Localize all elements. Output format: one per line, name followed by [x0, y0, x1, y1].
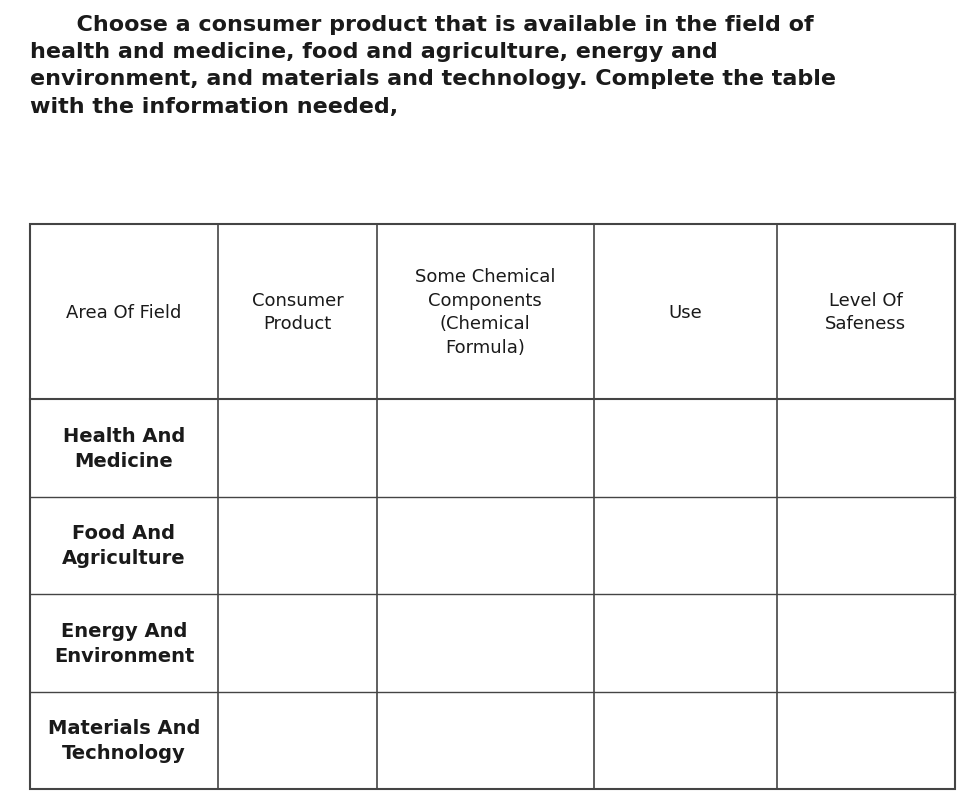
Text: Consumer
Product: Consumer Product	[252, 291, 343, 333]
Text: Materials And
Technology: Materials And Technology	[48, 719, 200, 762]
Text: Food And
Agriculture: Food And Agriculture	[62, 524, 186, 568]
Text: Health And
Medicine: Health And Medicine	[63, 426, 185, 471]
Text: Use: Use	[669, 303, 702, 321]
Text: Level Of
Safeness: Level Of Safeness	[825, 291, 907, 333]
Text: Some Chemical
Components
(Chemical
Formula): Some Chemical Components (Chemical Formu…	[415, 267, 556, 357]
Text: Energy And
Environment: Energy And Environment	[53, 621, 194, 665]
Text: Choose a consumer product that is available in the field of
health and medicine,: Choose a consumer product that is availa…	[30, 15, 836, 116]
Bar	[30, 225, 955, 789]
Text: Area Of Field: Area Of Field	[66, 303, 182, 321]
